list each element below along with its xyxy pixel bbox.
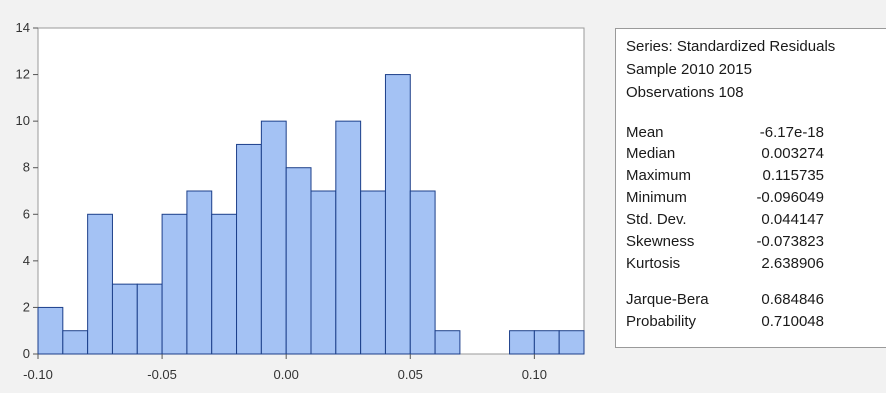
x-axis: -0.10 -0.05 0.00 0.05 0.10	[23, 354, 547, 382]
histogram-bar	[236, 143, 262, 355]
y-tick-label: 0	[23, 346, 30, 361]
histogram-bar	[335, 120, 362, 355]
y-tick-label: 12	[16, 67, 30, 82]
histogram-bar	[434, 330, 461, 355]
histogram-bar	[558, 330, 585, 355]
stat-label: Mean	[626, 124, 664, 141]
histogram-bar	[310, 190, 337, 355]
sample-range: Sample 2010 2015	[626, 61, 752, 78]
y-tick-label: 8	[23, 160, 30, 175]
stat-value: 0.003274	[761, 145, 824, 162]
stat-value: 0.684846	[761, 291, 824, 308]
y-tick-label: 4	[23, 253, 30, 268]
stat-value: 0.044147	[761, 211, 824, 228]
histogram-bar	[384, 74, 411, 355]
histogram-bar	[509, 330, 535, 355]
series-name: Series: Standardized Residuals	[626, 38, 836, 55]
stat-label: Maximum	[626, 167, 692, 184]
x-tick-label: 0.05	[398, 367, 423, 382]
histogram-bar	[533, 330, 560, 355]
y-tick-label: 2	[23, 299, 30, 314]
stat-label: Median	[626, 145, 676, 162]
stat-value: 0.710048	[761, 313, 824, 330]
stat-label: Minimum	[626, 189, 687, 206]
stat-label: Probability	[626, 313, 697, 330]
x-tick-label: 0.10	[522, 367, 547, 382]
y-axis: 0 2 4 6 8 10 12 14	[16, 20, 38, 361]
stat-label: Skewness	[626, 233, 695, 250]
histogram-bar	[111, 283, 138, 355]
histogram-bar	[360, 190, 386, 355]
histogram-bar	[285, 167, 312, 355]
histogram-bar	[136, 283, 163, 355]
histogram-bar	[87, 213, 113, 355]
stat-label: Kurtosis	[626, 255, 681, 272]
x-tick-label: 0.00	[274, 367, 299, 382]
x-tick-label: -0.05	[147, 367, 177, 382]
histogram-bar	[186, 190, 213, 355]
stat-label: Jarque-Bera	[626, 291, 709, 308]
histogram-bars	[37, 74, 585, 355]
histogram-bar	[62, 330, 89, 355]
y-tick-label: 14	[16, 20, 30, 35]
histogram-bar	[37, 306, 64, 355]
x-tick-label: -0.10	[23, 367, 53, 382]
stat-value: -0.073823	[756, 233, 824, 250]
histogram-bar	[211, 213, 238, 355]
summary-statistics-panel: Series: Standardized Residuals Sample 20…	[615, 28, 886, 348]
y-tick-label: 6	[23, 206, 30, 221]
stat-value: 2.638906	[761, 255, 824, 272]
stat-value: -0.096049	[756, 189, 824, 206]
histogram-bar	[260, 120, 287, 355]
histogram-bar	[161, 213, 188, 355]
observations-count: Observations 108	[626, 84, 744, 101]
stat-label: Std. Dev.	[626, 211, 687, 228]
y-tick-label: 10	[16, 113, 30, 128]
stat-value: -6.17e-18	[759, 124, 824, 141]
histogram-bar	[409, 190, 436, 355]
stat-value: 0.115735	[762, 167, 824, 184]
